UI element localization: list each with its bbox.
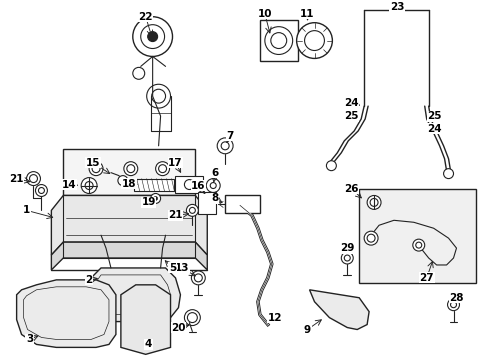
Text: 1: 1 — [23, 205, 30, 215]
Bar — [134, 179, 173, 192]
Circle shape — [153, 197, 157, 201]
Polygon shape — [121, 285, 170, 354]
Polygon shape — [51, 195, 207, 255]
Text: 7: 7 — [226, 131, 233, 141]
Circle shape — [184, 310, 200, 325]
Text: 9: 9 — [304, 324, 310, 334]
Circle shape — [36, 185, 47, 197]
Circle shape — [146, 84, 170, 108]
Polygon shape — [86, 268, 180, 321]
Text: 25: 25 — [343, 111, 358, 121]
Circle shape — [186, 204, 198, 216]
Text: 21: 21 — [9, 174, 24, 184]
Text: 3: 3 — [26, 334, 33, 345]
Text: 6: 6 — [211, 168, 219, 177]
Text: 4: 4 — [145, 339, 152, 350]
Polygon shape — [309, 290, 368, 329]
Text: 15: 15 — [86, 158, 100, 168]
Text: 17: 17 — [168, 158, 183, 168]
Polygon shape — [51, 242, 207, 270]
Text: 8: 8 — [211, 193, 219, 203]
Circle shape — [89, 162, 103, 176]
Text: 14: 14 — [62, 180, 77, 190]
Circle shape — [133, 67, 144, 79]
Circle shape — [118, 176, 127, 185]
Text: 12: 12 — [267, 312, 282, 323]
Bar — [224, 195, 259, 213]
Circle shape — [81, 177, 97, 193]
Circle shape — [412, 239, 424, 251]
Text: 21: 21 — [168, 210, 183, 220]
Bar — [259, 20, 297, 62]
Text: 24: 24 — [427, 124, 441, 134]
Text: 11: 11 — [300, 9, 314, 19]
Text: 23: 23 — [389, 2, 404, 12]
Circle shape — [326, 161, 336, 171]
Text: 10: 10 — [257, 9, 271, 19]
Circle shape — [264, 27, 292, 54]
Circle shape — [123, 162, 138, 176]
Text: 16: 16 — [191, 180, 205, 190]
Text: 29: 29 — [339, 243, 354, 253]
Text: 20: 20 — [171, 323, 185, 333]
Circle shape — [443, 168, 452, 179]
Text: 24: 24 — [343, 98, 358, 108]
Text: 5: 5 — [168, 263, 176, 273]
Text: 26: 26 — [343, 184, 358, 194]
Circle shape — [217, 138, 233, 154]
Bar — [359, 189, 475, 283]
Text: 13: 13 — [175, 263, 189, 273]
Circle shape — [150, 193, 160, 203]
Circle shape — [147, 32, 157, 41]
Circle shape — [26, 172, 41, 185]
Circle shape — [155, 162, 169, 176]
Polygon shape — [150, 91, 166, 101]
Circle shape — [206, 179, 220, 193]
Circle shape — [364, 231, 377, 245]
Text: 25: 25 — [427, 111, 441, 121]
Polygon shape — [63, 149, 195, 195]
Polygon shape — [17, 280, 116, 347]
Bar — [175, 176, 203, 193]
Circle shape — [341, 252, 352, 264]
Text: 2: 2 — [85, 275, 93, 285]
Circle shape — [191, 271, 205, 285]
Text: 19: 19 — [141, 197, 156, 207]
Text: 22: 22 — [138, 12, 153, 22]
Text: 27: 27 — [419, 273, 433, 283]
Bar — [198, 193, 216, 214]
Circle shape — [296, 23, 332, 58]
Text: 28: 28 — [448, 293, 463, 303]
Text: 18: 18 — [122, 179, 136, 189]
Circle shape — [447, 299, 459, 311]
Circle shape — [133, 17, 172, 57]
Circle shape — [366, 195, 380, 210]
